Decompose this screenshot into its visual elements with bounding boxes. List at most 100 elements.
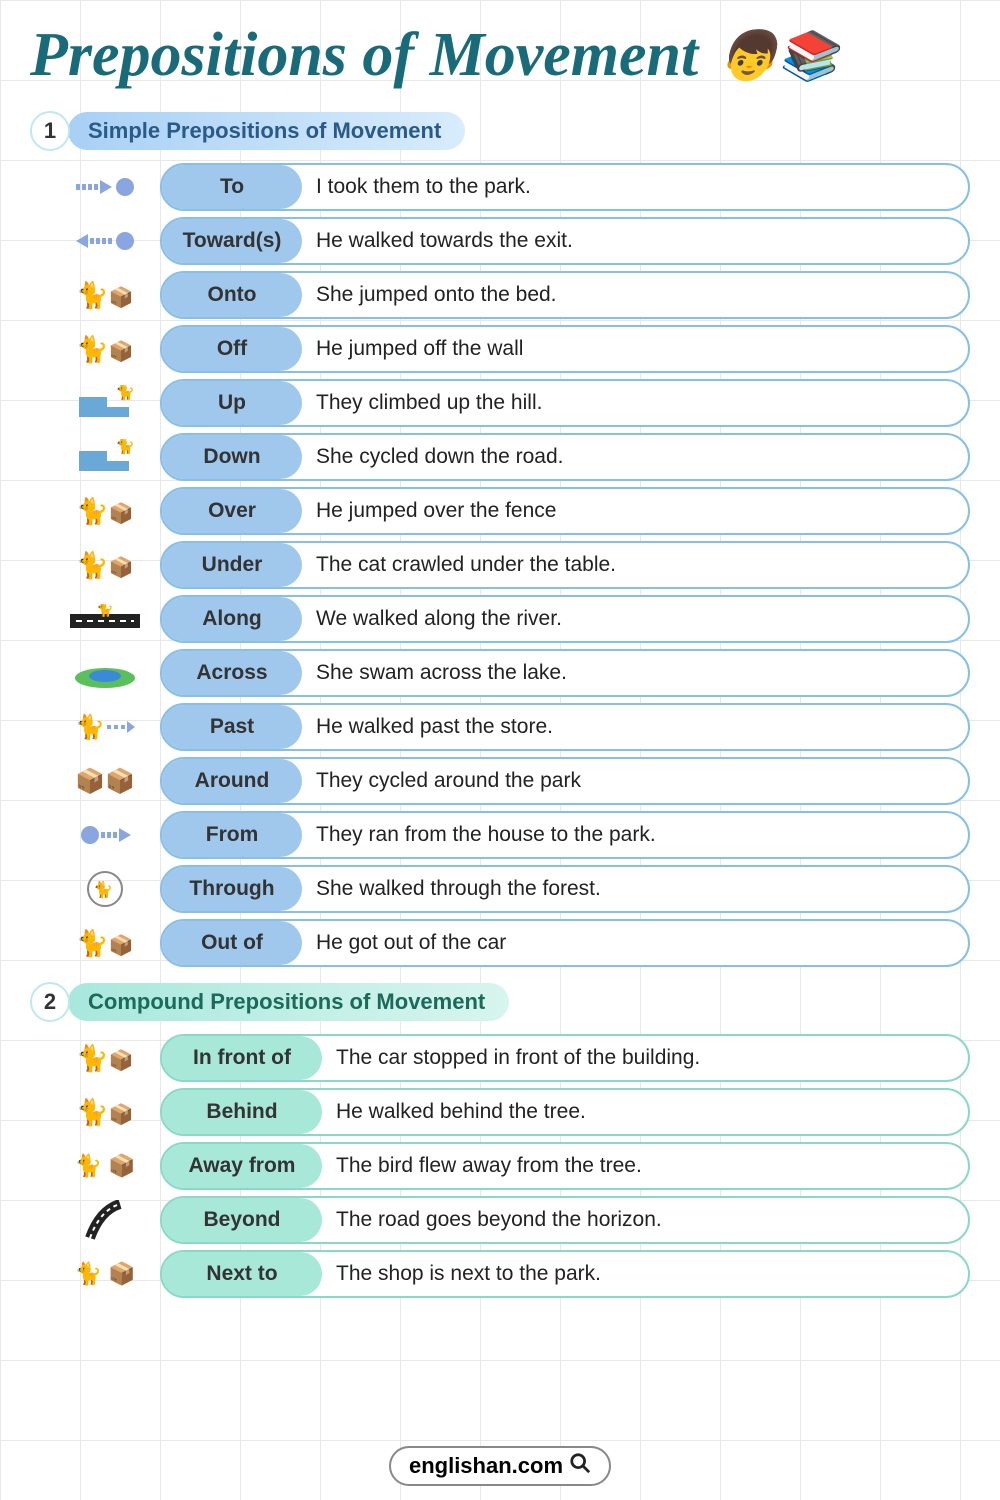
row-icon: 🐈📦	[60, 327, 150, 371]
search-icon	[569, 1452, 591, 1480]
preposition-row: 🐈 📦 Away from The bird flew away from the …	[60, 1142, 970, 1190]
svg-text:🐈: 🐈	[115, 439, 135, 455]
row-icon: 🐈📦	[60, 1090, 150, 1134]
footer-text: englishan.com	[409, 1453, 563, 1479]
preposition-row: AcrossShe swam across the lake.	[60, 649, 970, 697]
preposition-row: 📦📦 Around They cycled around the park	[60, 757, 970, 805]
preposition-label: Onto	[162, 273, 302, 317]
preposition-row: 🐈📦 Over He jumped over the fence	[60, 487, 970, 535]
row-icon: 🐈 📦	[60, 1252, 150, 1296]
example-sentence: They cycled around the park	[316, 769, 581, 793]
row-pill: Around They cycled around the park	[160, 757, 970, 805]
row-icon: 🐈📦	[60, 921, 150, 965]
row-pill: DownShe cycled down the road.	[160, 433, 970, 481]
preposition-label: Around	[162, 759, 302, 803]
row-icon: 🐈📦	[60, 489, 150, 533]
row-icon: 🐈📦	[60, 1036, 150, 1080]
preposition-row: Toward(s) He walked towards the exit.	[60, 217, 970, 265]
example-sentence: The car stopped in front of the building…	[336, 1046, 700, 1070]
row-icon	[60, 813, 150, 857]
row-pill: FromThey ran from the house to the park.	[160, 811, 970, 859]
svg-text:🐈: 🐈	[96, 604, 113, 618]
preposition-row: Beyond The road goes beyond the horizon.	[60, 1196, 970, 1244]
preposition-label: Past	[162, 705, 302, 749]
example-sentence: The bird flew away from the tree.	[336, 1154, 642, 1178]
preposition-label: To	[162, 165, 302, 209]
svg-text:🐈: 🐈	[93, 880, 113, 899]
example-sentence: The shop is next to the park.	[336, 1262, 601, 1286]
example-sentence: He walked past the store.	[316, 715, 553, 739]
preposition-row: 🐈📦 Off He jumped off the wall	[60, 325, 970, 373]
example-sentence: He walked behind the tree.	[336, 1100, 586, 1124]
row-pill: Off He jumped off the wall	[160, 325, 970, 373]
preposition-row: 🐈 UpThey climbed up the hill.	[60, 379, 970, 427]
section-rows: To I took them to the park. Toward(s) He wa…	[30, 163, 970, 967]
row-pill: Beyond The road goes beyond the horizon.	[160, 1196, 970, 1244]
example-sentence: She walked through the forest.	[316, 877, 601, 901]
row-pill: Next toThe shop is next to the park.	[160, 1250, 970, 1298]
example-sentence: He jumped off the wall	[316, 337, 523, 361]
preposition-label: In front of	[162, 1036, 322, 1080]
row-pill: Away from The bird flew away from the tre…	[160, 1142, 970, 1190]
page-title: Prepositions of Movement 👦📚	[30, 20, 970, 91]
section-rows: 🐈📦 In front of The car stopped in front of…	[30, 1034, 970, 1298]
preposition-label: Out of	[162, 921, 302, 965]
preposition-row: 🐈📦 In front of The car stopped in front of…	[60, 1034, 970, 1082]
example-sentence: The road goes beyond the horizon.	[336, 1208, 662, 1232]
section-label: Simple Prepositions of Movement	[68, 112, 465, 150]
row-icon: 🐈	[60, 867, 150, 911]
preposition-label: Toward(s)	[162, 219, 302, 263]
example-sentence: The cat crawled under the table.	[316, 553, 616, 577]
footer-pill: englishan.com	[389, 1446, 611, 1486]
preposition-label: Up	[162, 381, 302, 425]
example-sentence: She jumped onto the bed.	[316, 283, 557, 307]
row-pill: Past He walked past the store.	[160, 703, 970, 751]
preposition-label: Along	[162, 597, 302, 641]
row-pill: Onto She jumped onto the bed.	[160, 271, 970, 319]
row-icon: 🐈	[60, 381, 150, 425]
title-text: Prepositions of Movement	[30, 20, 698, 91]
row-icon: 🐈📦	[60, 543, 150, 587]
row-icon	[60, 165, 150, 209]
preposition-row: 🐈 Along We walked along the river.	[60, 595, 970, 643]
example-sentence: I took them to the park.	[316, 175, 531, 199]
preposition-label: Behind	[162, 1090, 322, 1134]
row-pill: Over He jumped over the fence	[160, 487, 970, 535]
row-icon: 🐈	[60, 435, 150, 479]
row-icon	[60, 219, 150, 263]
example-sentence: She cycled down the road.	[316, 445, 564, 469]
row-icon: 🐈📦	[60, 273, 150, 317]
preposition-row: 🐈PastHe walked past the store.	[60, 703, 970, 751]
row-icon	[60, 1198, 150, 1242]
section-header: 1Simple Prepositions of Movement	[30, 111, 970, 151]
row-icon: 🐈	[60, 597, 150, 641]
example-sentence: He jumped over the fence	[316, 499, 556, 523]
preposition-row: FromThey ran from the house to the park.	[60, 811, 970, 859]
preposition-row: To I took them to the park.	[60, 163, 970, 211]
preposition-label: Through	[162, 867, 302, 911]
preposition-row: 🐈📦 Out of He got out of the car	[60, 919, 970, 967]
preposition-row: 🐈📦 Onto She jumped onto the bed.	[60, 271, 970, 319]
row-pill: Behind He walked behind the tree.	[160, 1088, 970, 1136]
preposition-label: Over	[162, 489, 302, 533]
svg-text:🐈: 🐈	[115, 385, 135, 401]
preposition-row: 🐈 📦Next toThe shop is next to the park.	[60, 1250, 970, 1298]
example-sentence: He got out of the car	[316, 931, 506, 955]
preposition-label: Away from	[162, 1144, 322, 1188]
row-pill: UpThey climbed up the hill.	[160, 379, 970, 427]
example-sentence: We walked along the river.	[316, 607, 562, 631]
row-icon: 🐈 📦	[60, 1144, 150, 1188]
example-sentence: She swam across the lake.	[316, 661, 567, 685]
preposition-label: Off	[162, 327, 302, 371]
row-icon: 📦📦	[60, 759, 150, 803]
preposition-label: Under	[162, 543, 302, 587]
example-sentence: He walked towards the exit.	[316, 229, 573, 253]
section-number: 2	[30, 982, 70, 1022]
preposition-label: Beyond	[162, 1198, 322, 1242]
example-sentence: They ran from the house to the park.	[316, 823, 656, 847]
row-icon	[60, 651, 150, 695]
row-pill: Under The cat crawled under the table.	[160, 541, 970, 589]
row-pill: Along We walked along the river.	[160, 595, 970, 643]
row-pill: Out of He got out of the car	[160, 919, 970, 967]
footer: englishan.com	[0, 1446, 1000, 1486]
